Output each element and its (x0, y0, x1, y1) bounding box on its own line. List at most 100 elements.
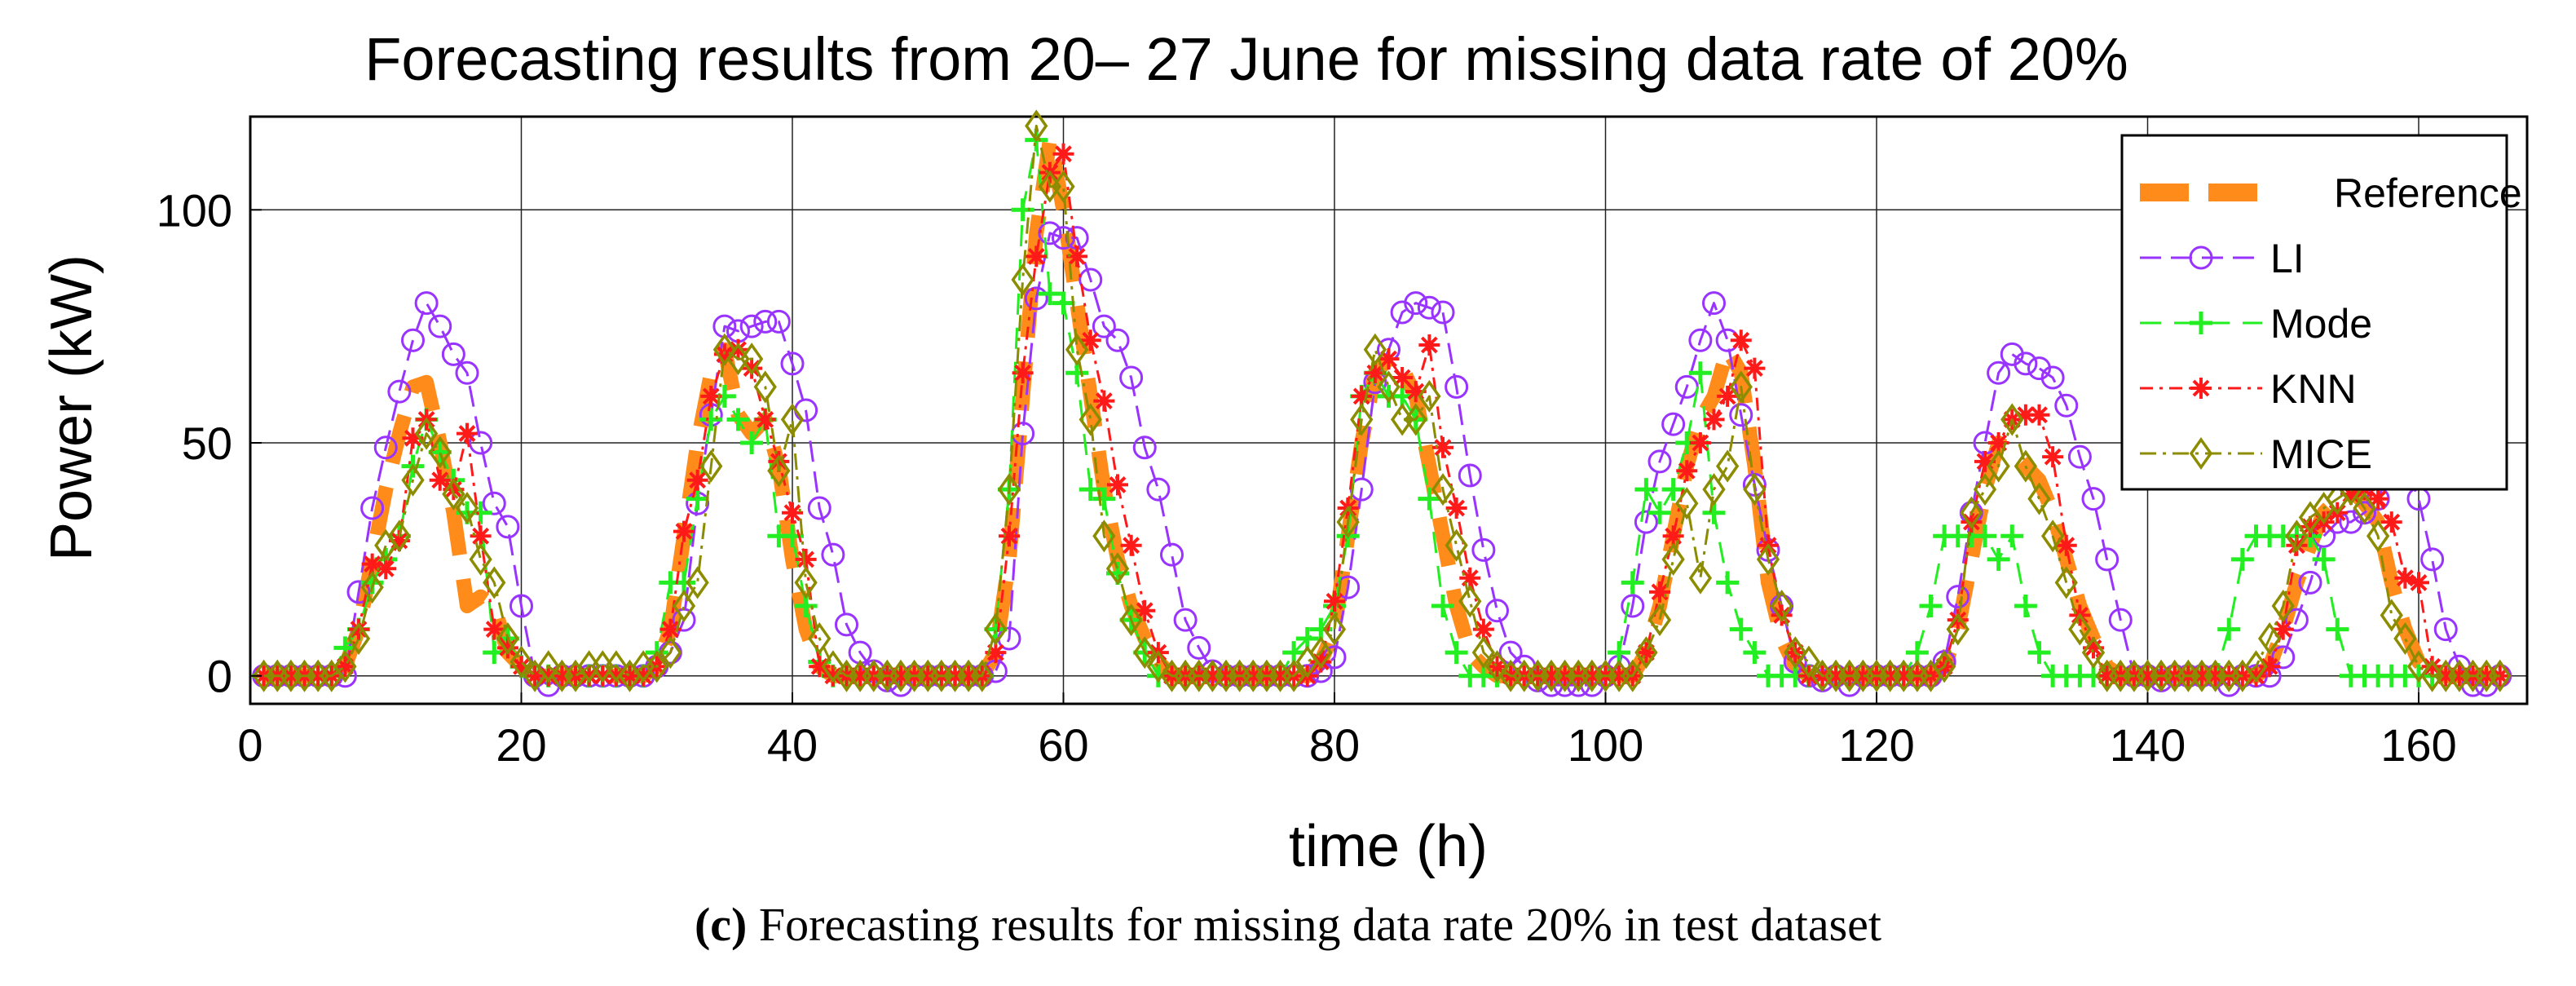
point-mode (1078, 478, 1102, 502)
point-mode (1621, 571, 1644, 595)
point-knn (1608, 665, 1630, 687)
point-mice (1011, 263, 1034, 297)
point-knn (1472, 618, 1494, 640)
point-knn (2286, 534, 2308, 556)
point-knn (2380, 511, 2402, 533)
point-mice (2081, 636, 2106, 670)
point-li (2014, 352, 2038, 376)
point-knn (388, 530, 410, 551)
legend-entry-mode: Mode (2140, 301, 2372, 347)
point-li (2054, 393, 2079, 418)
point-knn (592, 665, 614, 687)
caption-label: (c) (694, 898, 748, 951)
point-mice (333, 650, 357, 683)
point-mice (469, 542, 492, 576)
point-mode (2326, 617, 2349, 641)
point-knn (1987, 432, 2009, 453)
point-li (766, 309, 791, 334)
point-knn (2083, 637, 2104, 659)
point-mice (712, 333, 737, 366)
point-knn (1052, 143, 1074, 165)
point-mice (1025, 109, 1048, 143)
point-knn (754, 409, 776, 431)
point-mode (1974, 524, 1996, 548)
point-mice (1322, 612, 1347, 646)
point-mice (821, 650, 845, 683)
point-li (1078, 268, 1103, 292)
point-mice (1458, 585, 1482, 618)
point-li (1688, 328, 1713, 352)
point-knn (795, 548, 817, 570)
x-tick-label: 20 (496, 719, 546, 771)
point-mice (2014, 449, 2038, 483)
legend-entry-reference: Reference (2140, 170, 2522, 216)
y-tick-label: 100 (157, 184, 232, 236)
point-mice (1377, 370, 1400, 404)
point-mode (333, 636, 357, 660)
chart: Forecasting results from 20– 27 June for… (39, 25, 2529, 879)
point-li (1634, 510, 1658, 534)
legend-label-mode: Mode (2270, 301, 2372, 347)
point-li (1404, 291, 1428, 316)
point-mice (1105, 552, 1130, 586)
point-mice (970, 659, 994, 692)
point-li (1647, 449, 1672, 474)
point-knn (1269, 665, 1291, 687)
point-mice (414, 417, 439, 450)
point-mode (2217, 617, 2241, 641)
point-knn (1581, 665, 1603, 687)
point-mice (1431, 473, 1455, 506)
point-knn (1541, 665, 1562, 687)
x-tick-label: 140 (2110, 719, 2186, 771)
point-li (780, 352, 805, 376)
point-mode (1919, 595, 1943, 617)
point-knn (1852, 665, 1874, 687)
point-mice (2244, 650, 2268, 683)
point-mice (2285, 520, 2309, 553)
point-mice (808, 621, 831, 656)
point-mice (2380, 599, 2403, 632)
point-knn (2042, 446, 2064, 468)
point-knn (402, 427, 424, 449)
point-li (1458, 463, 1482, 488)
point-knn (429, 469, 451, 491)
point-mode (2230, 547, 2254, 571)
point-mode (699, 408, 723, 431)
caption-text: Forecasting results for missing data rat… (758, 898, 1882, 951)
point-mode (740, 431, 764, 454)
point-mode (2027, 641, 2051, 665)
point-knn (1093, 390, 1115, 412)
point-knn (1120, 534, 1142, 556)
point-mode (1729, 617, 1753, 641)
point-mice (1770, 589, 1793, 623)
point-knn (1676, 460, 1698, 482)
point-mice (428, 436, 452, 469)
point-knn (2340, 483, 2362, 505)
legend-entry-knn: KNN (2140, 366, 2357, 412)
point-mice (1065, 333, 1089, 366)
point-mice (509, 645, 533, 679)
point-knn (457, 422, 478, 444)
point-li (1471, 537, 1496, 562)
point-knn (1324, 590, 1345, 612)
point-li (401, 328, 425, 352)
y-axis-label: Power (kW) (39, 254, 104, 561)
point-mice (483, 566, 506, 599)
point-mice (1661, 542, 1685, 576)
point-mice (1078, 403, 1102, 436)
point-knn (1202, 665, 1224, 687)
point-mode (1661, 478, 1685, 502)
point-li (2108, 608, 2133, 632)
point-li (1445, 374, 1469, 399)
point-knn (510, 656, 532, 678)
point-mice (1350, 403, 1374, 436)
point-knn (1554, 665, 1576, 687)
point-mice (1092, 520, 1116, 553)
point-knn (2191, 665, 2212, 687)
point-mice (1418, 379, 1441, 413)
point-mice (1133, 636, 1157, 670)
point-mode (2000, 524, 2024, 548)
point-knn (659, 618, 681, 640)
point-mice (346, 621, 371, 656)
point-mice (767, 454, 791, 488)
